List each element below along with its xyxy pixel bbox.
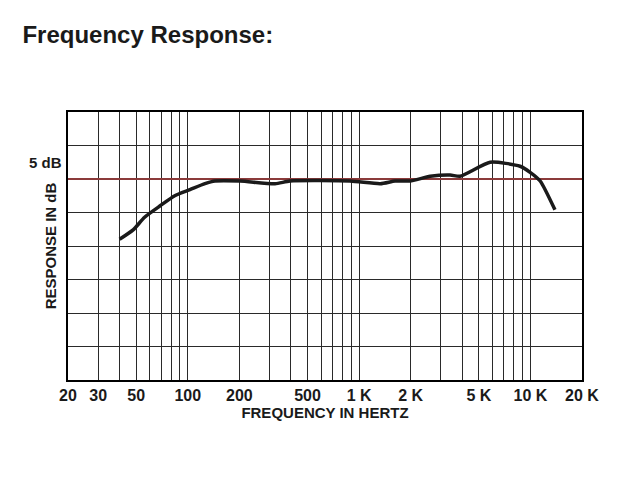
svg-text:Frequency Response:: Frequency Response: bbox=[22, 21, 273, 48]
svg-text:30: 30 bbox=[89, 387, 107, 404]
svg-text:20 K: 20 K bbox=[565, 387, 599, 404]
svg-text:1 K: 1 K bbox=[347, 387, 372, 404]
svg-text:100: 100 bbox=[174, 387, 201, 404]
svg-text:500: 500 bbox=[294, 387, 321, 404]
svg-text:200: 200 bbox=[226, 387, 253, 404]
svg-text:5 K: 5 K bbox=[466, 387, 491, 404]
svg-text:50: 50 bbox=[127, 387, 145, 404]
svg-text:20: 20 bbox=[59, 387, 77, 404]
svg-text:10 K: 10 K bbox=[514, 387, 548, 404]
svg-text:5 dB: 5 dB bbox=[29, 154, 62, 171]
svg-text:FREQUENCY IN HERTZ: FREQUENCY IN HERTZ bbox=[241, 404, 408, 421]
svg-text:RESPONSE IN dB: RESPONSE IN dB bbox=[42, 182, 59, 309]
svg-text:2 K: 2 K bbox=[398, 387, 423, 404]
